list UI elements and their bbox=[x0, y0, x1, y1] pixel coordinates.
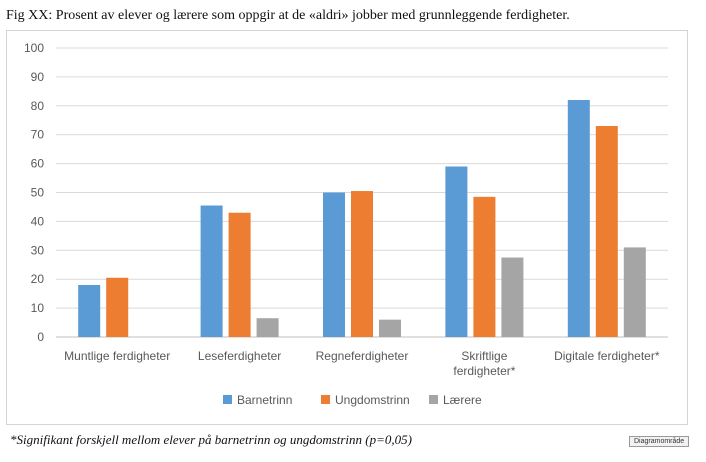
y-tick-label: 0 bbox=[37, 330, 44, 344]
legend-label: Barnetrinn bbox=[237, 393, 292, 407]
x-category-label: Leseferdigheter bbox=[198, 349, 281, 363]
y-tick-label: 70 bbox=[31, 128, 45, 142]
x-category-label: Muntlige ferdigheter bbox=[64, 349, 170, 363]
bar bbox=[78, 284, 101, 337]
y-tick-label: 50 bbox=[31, 186, 45, 200]
y-tick-label: 10 bbox=[31, 301, 45, 315]
bar-chart: 0 10 20 30 40 50 60 70 80 90 100 Muntlige ferdighet… bbox=[24, 41, 668, 407]
bar bbox=[351, 191, 373, 337]
chart-area-tag[interactable]: Diagramområde bbox=[629, 436, 690, 447]
y-tick-label: 80 bbox=[31, 99, 45, 113]
y-tick-label: 30 bbox=[31, 243, 45, 257]
y-tick-label: 60 bbox=[31, 157, 45, 171]
bar bbox=[595, 126, 618, 337]
bar bbox=[445, 166, 468, 337]
y-tick-label: 90 bbox=[31, 70, 45, 84]
figure-title: Fig XX: Prosent av elever og lærere som … bbox=[6, 8, 570, 23]
legend-swatch bbox=[321, 395, 330, 404]
bar bbox=[228, 212, 251, 337]
x-category-label: ferdigheter* bbox=[453, 364, 515, 378]
x-category-label: Skriftlige bbox=[461, 349, 507, 363]
legend-label: Ungdomstrinn bbox=[335, 393, 410, 407]
y-tick-label: 20 bbox=[31, 272, 45, 286]
footnote: *Signifikant forskjell mellom elever på … bbox=[10, 432, 412, 447]
x-category-label: Regneferdigheter bbox=[316, 349, 409, 363]
bar bbox=[623, 247, 646, 337]
bar bbox=[200, 205, 223, 337]
y-tick-label: 100 bbox=[24, 41, 44, 55]
bar bbox=[567, 100, 590, 338]
bar bbox=[106, 277, 129, 337]
bar bbox=[323, 192, 345, 337]
y-tick-label: 40 bbox=[31, 214, 45, 228]
legend-swatch bbox=[429, 395, 438, 404]
chart-area[interactable]: 0 10 20 30 40 50 60 70 80 90 100 Muntlige ferdighet… bbox=[6, 30, 688, 425]
bar bbox=[379, 319, 401, 337]
legend-label: Lærere bbox=[443, 393, 482, 407]
bar bbox=[256, 318, 279, 337]
x-category-label: Digitale ferdigheter* bbox=[554, 349, 660, 363]
legend-swatch bbox=[223, 395, 232, 404]
bar bbox=[473, 196, 496, 337]
bar bbox=[501, 257, 524, 337]
